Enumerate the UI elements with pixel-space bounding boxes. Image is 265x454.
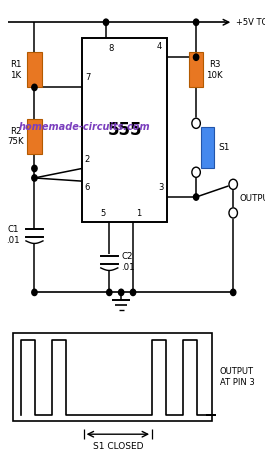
Text: +5V TO +15V: +5V TO +15V xyxy=(236,18,265,27)
Text: 4: 4 xyxy=(156,43,162,51)
Text: OUTPUT: OUTPUT xyxy=(240,194,265,203)
Bar xyxy=(201,127,214,168)
Text: a: a xyxy=(108,331,115,344)
Text: R1
1K: R1 1K xyxy=(10,60,22,79)
Circle shape xyxy=(193,19,199,25)
Circle shape xyxy=(32,84,37,90)
Circle shape xyxy=(193,54,199,60)
Circle shape xyxy=(229,179,237,189)
Text: 6: 6 xyxy=(85,183,90,192)
Text: R3
10K: R3 10K xyxy=(206,60,223,79)
Text: OUTPUT
AT PIN 3: OUTPUT AT PIN 3 xyxy=(220,367,255,387)
Text: R2
75K: R2 75K xyxy=(8,127,24,146)
Circle shape xyxy=(192,167,200,178)
Text: C2
.01: C2 .01 xyxy=(121,252,135,272)
Circle shape xyxy=(32,165,37,172)
Circle shape xyxy=(229,208,237,218)
Text: 8: 8 xyxy=(109,44,114,53)
Circle shape xyxy=(32,175,37,181)
Text: 5: 5 xyxy=(101,209,106,217)
Text: 3: 3 xyxy=(158,183,164,192)
Text: 2: 2 xyxy=(85,155,90,164)
Circle shape xyxy=(103,19,109,25)
Bar xyxy=(189,52,204,87)
Bar xyxy=(27,52,42,87)
Text: 7: 7 xyxy=(85,73,91,82)
Circle shape xyxy=(192,118,200,128)
Circle shape xyxy=(118,289,124,296)
Bar xyxy=(13,332,212,421)
Text: C1
.01: C1 .01 xyxy=(6,226,20,245)
Circle shape xyxy=(130,289,136,296)
Text: 555: 555 xyxy=(107,121,142,139)
Circle shape xyxy=(107,289,112,296)
Bar xyxy=(82,38,167,222)
Text: S1 CLOSED: S1 CLOSED xyxy=(92,442,143,451)
Text: 1: 1 xyxy=(136,209,141,217)
Text: S1: S1 xyxy=(218,143,229,152)
Circle shape xyxy=(32,289,37,296)
Bar xyxy=(27,119,42,154)
Circle shape xyxy=(231,289,236,296)
Text: homemade-circuits.com: homemade-circuits.com xyxy=(19,122,150,132)
Circle shape xyxy=(193,194,199,200)
